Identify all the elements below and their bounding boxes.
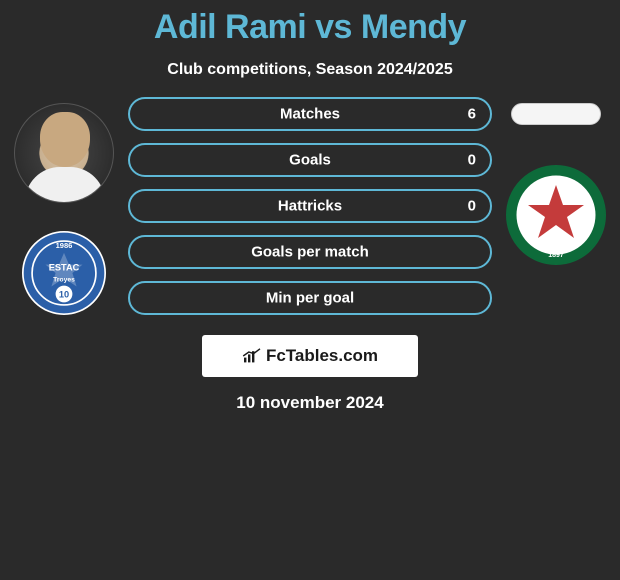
stat-label: Matches bbox=[280, 106, 340, 123]
chart-icon bbox=[242, 348, 262, 364]
stat-label: Goals per match bbox=[251, 244, 369, 261]
stat-bar-hattricks: Hattricks 0 bbox=[128, 189, 492, 223]
stat-label: Hattricks bbox=[278, 198, 342, 215]
club-logo-left: 1986 ESTAC Troyes 10 bbox=[22, 231, 106, 315]
brand-text: FcTables.com bbox=[266, 346, 378, 366]
club-logo-right: RED STAR FC 1897 bbox=[506, 165, 606, 265]
date-text: 10 november 2024 bbox=[0, 393, 620, 413]
player-photo-left bbox=[14, 103, 114, 203]
stat-bar-min-per-goal: Min per goal bbox=[128, 281, 492, 315]
stat-label: Min per goal bbox=[266, 290, 354, 307]
red-star-logo-icon: RED STAR FC 1897 bbox=[506, 165, 606, 265]
player-photo-right bbox=[511, 103, 601, 125]
svg-text:1897: 1897 bbox=[548, 252, 564, 259]
stat-right-value: 6 bbox=[468, 106, 476, 123]
stat-bar-matches: Matches 6 bbox=[128, 97, 492, 131]
stat-right-value: 0 bbox=[468, 152, 476, 169]
stat-bar-goals: Goals 0 bbox=[128, 143, 492, 177]
svg-text:1986: 1986 bbox=[56, 241, 73, 250]
right-column: RED STAR FC 1897 bbox=[500, 97, 612, 265]
stat-bar-goals-per-match: Goals per match bbox=[128, 235, 492, 269]
svg-text:10: 10 bbox=[59, 289, 69, 299]
subtitle: Club competitions, Season 2024/2025 bbox=[0, 61, 620, 79]
content-row: 1986 ESTAC Troyes 10 Matches 6 Goals bbox=[0, 97, 620, 327]
infographic-root: Adil Rami vs Mendy Club competitions, Se… bbox=[0, 0, 620, 413]
stat-bars: Matches 6 Goals 0 Hattricks 0 Goals per … bbox=[120, 97, 500, 327]
brand-badge: FcTables.com bbox=[202, 335, 418, 377]
svg-text:Troyes: Troyes bbox=[53, 276, 75, 283]
estac-logo-icon: 1986 ESTAC Troyes 10 bbox=[22, 231, 106, 315]
svg-text:ESTAC: ESTAC bbox=[49, 262, 80, 272]
page-title: Adil Rami vs Mendy bbox=[0, 0, 620, 47]
left-column: 1986 ESTAC Troyes 10 bbox=[8, 97, 120, 315]
stat-right-value: 0 bbox=[468, 198, 476, 215]
stat-label: Goals bbox=[289, 152, 331, 169]
